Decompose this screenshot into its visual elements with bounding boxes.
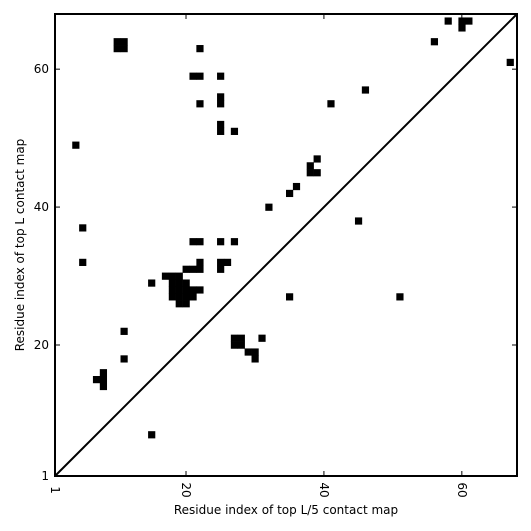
contact-cell xyxy=(175,279,183,287)
x-axis-ticks: 1 20 40 60 xyxy=(48,14,469,498)
contact-cell xyxy=(189,265,197,273)
y-axis-label: Residue index of top L contact map xyxy=(13,139,27,352)
contact-cell xyxy=(230,341,239,349)
contact-cell xyxy=(458,24,466,32)
contact-cell xyxy=(99,376,108,384)
y-tick-label: 20 xyxy=(34,338,49,352)
contact-cell xyxy=(148,431,156,439)
contact-cell xyxy=(458,17,466,25)
contact-cell xyxy=(506,58,514,67)
plot-frame xyxy=(54,13,518,477)
contact-cell xyxy=(175,272,183,280)
contact-cell xyxy=(286,189,294,198)
contact-cell xyxy=(182,279,190,287)
contact-cell xyxy=(217,120,225,129)
contact-cell xyxy=(230,127,239,135)
contact-cell xyxy=(189,238,197,246)
contact-cell xyxy=(161,272,170,280)
contact-cell xyxy=(354,217,363,225)
contact-cell xyxy=(79,258,87,266)
contact-cell xyxy=(251,355,259,363)
contact-cell xyxy=(175,300,183,308)
contact-cell xyxy=(168,279,176,287)
y-tick-label: 60 xyxy=(34,62,49,76)
contact-cell xyxy=(430,38,439,46)
contact-cell xyxy=(196,286,204,294)
contact-cell xyxy=(244,348,252,356)
contact-cell xyxy=(175,293,183,301)
contact-cell xyxy=(217,72,225,80)
contact-cell xyxy=(313,155,321,163)
contact-cell xyxy=(175,286,183,294)
contact-cell xyxy=(189,293,197,301)
contact-cell xyxy=(79,224,87,232)
contact-cell xyxy=(182,300,190,308)
contact-cell xyxy=(72,141,80,149)
contact-cell xyxy=(265,203,273,211)
contact-cell xyxy=(120,45,128,53)
contact-cell xyxy=(99,382,108,391)
contact-cell xyxy=(361,86,370,94)
contact-cell xyxy=(99,369,108,377)
contact-cell xyxy=(217,100,225,108)
y-axis-ticks: 1 20 40 60 xyxy=(34,62,517,483)
contact-cell xyxy=(189,286,197,294)
contact-cell xyxy=(196,238,204,246)
contact-cell xyxy=(120,327,128,335)
contact-cell xyxy=(306,162,314,170)
contact-cell xyxy=(286,293,294,301)
contact-cell xyxy=(223,258,232,266)
contact-cell xyxy=(182,293,190,301)
contact-cell xyxy=(189,72,197,80)
contact-cell xyxy=(113,38,121,46)
contact-cell xyxy=(196,72,204,80)
contact-cell xyxy=(237,341,245,349)
contact-cell xyxy=(182,265,190,273)
contact-cell xyxy=(196,45,204,53)
contact-cell xyxy=(196,258,204,266)
contact-cell xyxy=(237,334,245,342)
contact-cell xyxy=(230,238,239,246)
contact-cell xyxy=(444,17,452,25)
contact-cell xyxy=(168,272,176,280)
contact-cells xyxy=(72,17,514,439)
contact-cell xyxy=(465,17,473,25)
contact-cell xyxy=(217,258,225,266)
contact-cell xyxy=(306,169,314,177)
contact-cell xyxy=(292,182,301,191)
contact-cell xyxy=(168,286,176,294)
contact-cell xyxy=(148,279,156,287)
x-tick-label: 1 xyxy=(48,486,62,494)
contact-cell xyxy=(120,38,128,46)
contact-cell xyxy=(168,293,176,301)
contact-cell xyxy=(396,293,404,301)
x-tick-label: 40 xyxy=(317,482,331,497)
contact-cell xyxy=(217,127,225,135)
x-tick-label: 20 xyxy=(179,482,193,497)
contact-cell xyxy=(92,376,101,384)
y-tick-label: 40 xyxy=(34,200,49,214)
x-axis-label: Residue index of top L/5 contact map xyxy=(174,503,398,517)
contact-cell xyxy=(217,238,225,246)
contact-cell xyxy=(313,169,321,177)
contact-cell xyxy=(217,93,225,101)
contact-cell xyxy=(182,286,190,294)
contact-cell xyxy=(217,265,225,273)
contact-cell xyxy=(251,348,259,356)
contact-cell xyxy=(196,265,204,273)
contact-cell xyxy=(113,45,121,53)
diagonal-line xyxy=(54,13,518,477)
contact-cell xyxy=(230,334,239,342)
contact-cell xyxy=(327,100,335,108)
y-tick-label: 1 xyxy=(41,469,49,483)
contact-cell xyxy=(120,355,128,363)
contact-cell xyxy=(258,334,266,342)
contact-cell xyxy=(196,100,204,108)
x-tick-label: 60 xyxy=(455,482,469,497)
